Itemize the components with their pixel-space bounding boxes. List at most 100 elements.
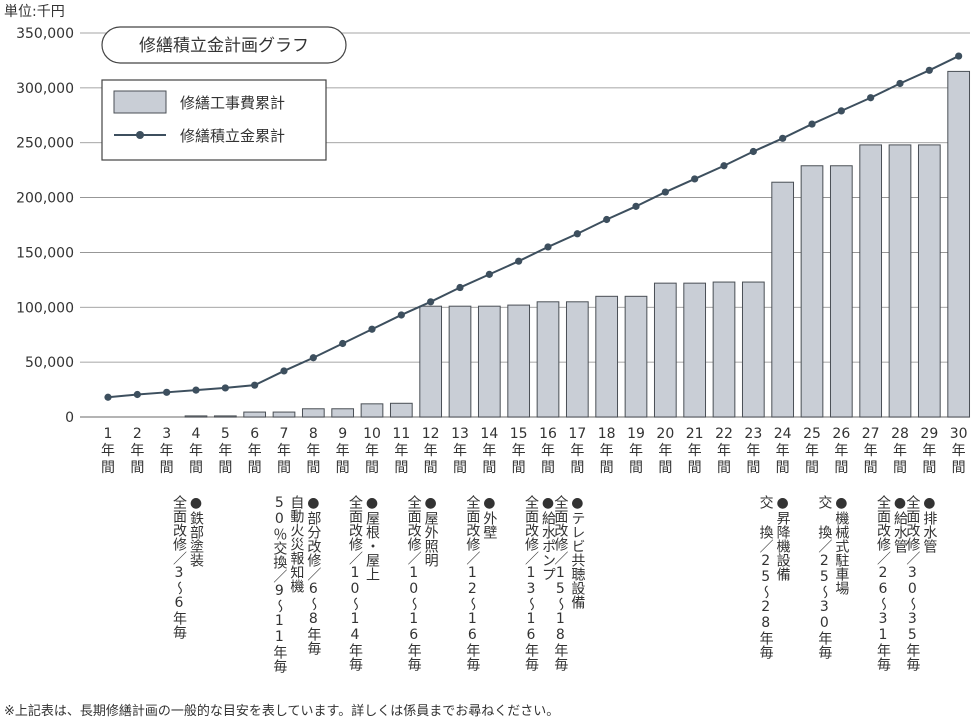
unit-label: 単位:千円	[4, 4, 65, 20]
line-point	[603, 215, 611, 224]
annotation-text: 交 換／25〜28年毎	[757, 495, 774, 659]
bar	[653, 282, 677, 418]
annotation-text: ●昇降機設備	[774, 495, 791, 581]
line-point	[691, 175, 699, 183]
x-tick-label: 19 年間	[627, 426, 645, 476]
bar	[448, 305, 472, 418]
annotation-text: ●部分改修／6〜8年毎	[305, 495, 322, 655]
annotation-text: ●テレビ共聴設備	[569, 495, 586, 609]
line-point	[133, 390, 141, 399]
line-point	[896, 79, 904, 88]
bar-series	[184, 70, 971, 418]
bar	[360, 403, 384, 418]
footnote: ※上記表は、長期修繕計画の一般的な目安を表しています。詳しくは係員までお尋ねくだ…	[4, 704, 560, 719]
annotation-text: 自動火災報知機	[288, 495, 305, 593]
x-tick-label: 2 年間	[130, 426, 144, 476]
y-tick-label: 0	[65, 410, 74, 426]
bar	[184, 415, 208, 418]
line-point	[955, 52, 963, 60]
x-tick-label: 7 年間	[277, 426, 291, 476]
annotation-text: 50％交換／9〜11年毎	[271, 495, 288, 673]
bar	[507, 304, 531, 418]
annotation-text: ●屋根・屋上	[364, 495, 380, 581]
line-point	[251, 381, 259, 389]
line-point	[867, 94, 875, 102]
bar	[389, 402, 413, 418]
chart-title-box: 修繕積立金計画グラフ	[101, 26, 347, 64]
x-tick-label: 22 年間	[715, 426, 733, 476]
bar	[331, 408, 355, 418]
y-tick-label: 350,000	[16, 26, 74, 42]
x-tick-label: 26 年間	[832, 426, 850, 476]
line-point	[808, 120, 816, 128]
bar	[301, 408, 325, 418]
annotation-text: 全面改修／26〜31年毎	[875, 495, 891, 671]
bar	[771, 181, 795, 418]
annotation-text: 交 換／25〜30年毎	[816, 495, 833, 659]
x-tick-label: 28 年間	[891, 426, 909, 476]
annotation-text: ●屋外照明	[422, 495, 439, 567]
x-tick-label: 10 年間	[363, 426, 381, 476]
line-point	[163, 388, 171, 396]
legend-bar-swatch	[113, 90, 167, 114]
legend-line-label: 修繕積立金累計	[180, 127, 285, 145]
bar	[741, 281, 765, 418]
annotation-text: 全面改修／15〜18年毎	[552, 495, 569, 671]
annotation-text: ●外壁	[481, 495, 498, 539]
annotation-text: 全面改修／10〜14年毎	[347, 495, 363, 671]
legend: 修繕工事費累計 修繕積立金累計	[101, 79, 327, 161]
line-point	[104, 393, 112, 401]
x-tick-label: 1 年間	[101, 426, 115, 476]
x-tick-label: 30 年間	[950, 426, 968, 476]
y-tick-label: 300,000	[16, 81, 74, 97]
x-tick-label: 20 年間	[656, 426, 674, 476]
annotation-text: 全面改修／10〜16年毎	[405, 495, 422, 671]
bar	[947, 70, 971, 418]
bar	[624, 295, 648, 418]
annotation-text: ●給水管	[892, 495, 908, 553]
line-point	[309, 354, 317, 362]
line-series	[104, 52, 963, 401]
bar	[829, 165, 853, 418]
line-point	[397, 311, 405, 319]
chart-title: 修繕積立金計画グラフ	[139, 36, 309, 56]
bar	[888, 144, 912, 418]
bar	[213, 415, 237, 418]
bar	[272, 411, 296, 418]
line-point	[544, 243, 552, 251]
annotation-text: 全面改修／13〜16年毎	[523, 495, 539, 671]
x-tick-label: 8 年間	[306, 426, 320, 476]
annotation-text: 全面改修／30〜35年毎	[904, 495, 921, 671]
bar	[595, 295, 619, 418]
bar	[800, 165, 824, 418]
x-tick-label: 18 年間	[598, 426, 616, 476]
line-point	[632, 202, 640, 210]
annotation-text: ●排水管	[921, 495, 938, 553]
line-point	[221, 384, 229, 392]
line-point	[749, 147, 757, 156]
x-tick-label: 4 年間	[189, 426, 203, 476]
annotation-text: ●鉄部塗装	[188, 495, 204, 567]
x-tick-label: 29 年間	[920, 426, 938, 476]
line-point	[515, 257, 523, 265]
legend-bar-label: 修繕工事費累計	[180, 94, 285, 112]
bar	[917, 144, 941, 418]
annotation-text: 全面改修／3〜6年毎	[171, 495, 187, 639]
x-tick-label: 12 年間	[422, 426, 440, 476]
annotation-text: 全面改修／12〜16年毎	[464, 495, 481, 671]
line-point	[837, 107, 845, 115]
bar	[683, 282, 707, 418]
bar	[859, 144, 883, 418]
bar	[565, 301, 589, 418]
line-point	[720, 162, 728, 170]
bar	[419, 305, 443, 418]
line-point	[573, 230, 581, 238]
x-tick-label: 25 年間	[803, 426, 821, 476]
x-tick-label: 3 年間	[160, 426, 174, 476]
y-tick-label: 100,000	[16, 300, 74, 316]
x-tick-label: 5 年間	[218, 426, 232, 476]
y-tick-label: 250,000	[16, 136, 74, 152]
bar	[477, 305, 501, 418]
line-point	[280, 367, 288, 375]
